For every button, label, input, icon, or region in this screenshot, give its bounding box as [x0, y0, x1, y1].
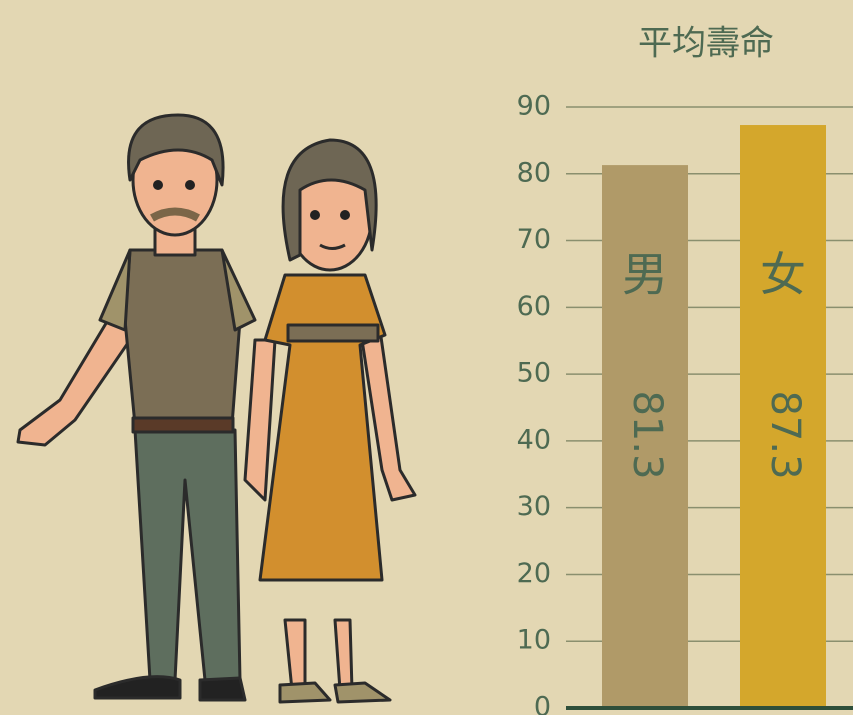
y-tick-label: 80 [517, 157, 551, 188]
category-label: 女 [760, 248, 806, 302]
chart: 平均壽命 0 10 20 30 40 50 60 70 80 90 男 81.3 女 87.3 [0, 0, 853, 715]
value-label: 81.3 [624, 390, 670, 479]
y-tick-label: 90 [517, 91, 551, 122]
y-tick-label: 60 [517, 291, 551, 322]
chart-title: 平均壽命 [638, 24, 774, 64]
y-tick-label: 20 [517, 558, 551, 589]
y-tick-label: 0 [534, 692, 551, 715]
y-tick-label: 10 [517, 625, 551, 656]
y-tick-label: 50 [517, 358, 551, 389]
y-tick-label: 30 [517, 491, 551, 522]
value-label: 87.3 [762, 390, 808, 479]
y-tick-label: 40 [517, 424, 551, 455]
category-label: 男 [622, 248, 668, 302]
y-tick-label: 70 [517, 224, 551, 255]
